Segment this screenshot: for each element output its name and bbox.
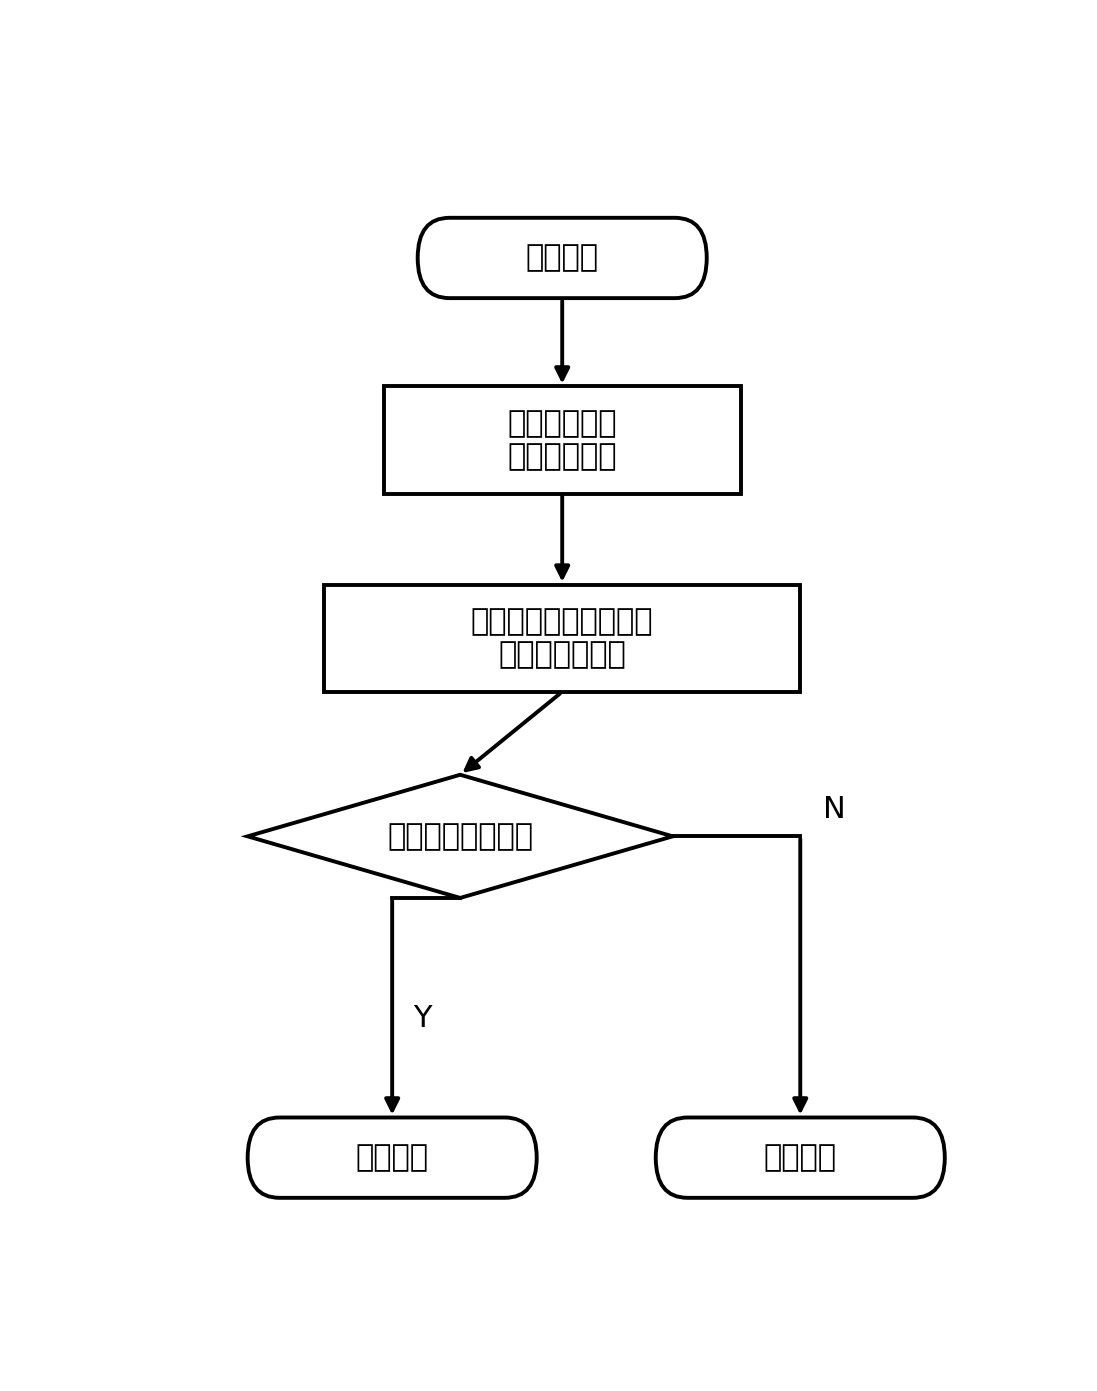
Text: Y: Y [412,1004,431,1034]
FancyBboxPatch shape [384,387,740,494]
Polygon shape [248,775,672,899]
Text: 预充完成: 预充完成 [355,1143,429,1173]
Text: N: N [823,796,846,823]
Text: 主控芯片采集电池电压
和母线电容电压: 主控芯片采集电池电压 和母线电容电压 [471,606,654,669]
FancyBboxPatch shape [248,1117,536,1198]
FancyBboxPatch shape [656,1117,945,1198]
FancyBboxPatch shape [418,218,706,298]
FancyBboxPatch shape [325,584,801,691]
Text: 预充使能: 预充使能 [525,243,599,273]
Text: 预充错误: 预充错误 [764,1143,837,1173]
Text: 预充成功电压阈值: 预充成功电压阈值 [387,822,533,851]
Text: 主控芯片打开
功率开关器件: 主控芯片打开 功率开关器件 [508,409,617,472]
